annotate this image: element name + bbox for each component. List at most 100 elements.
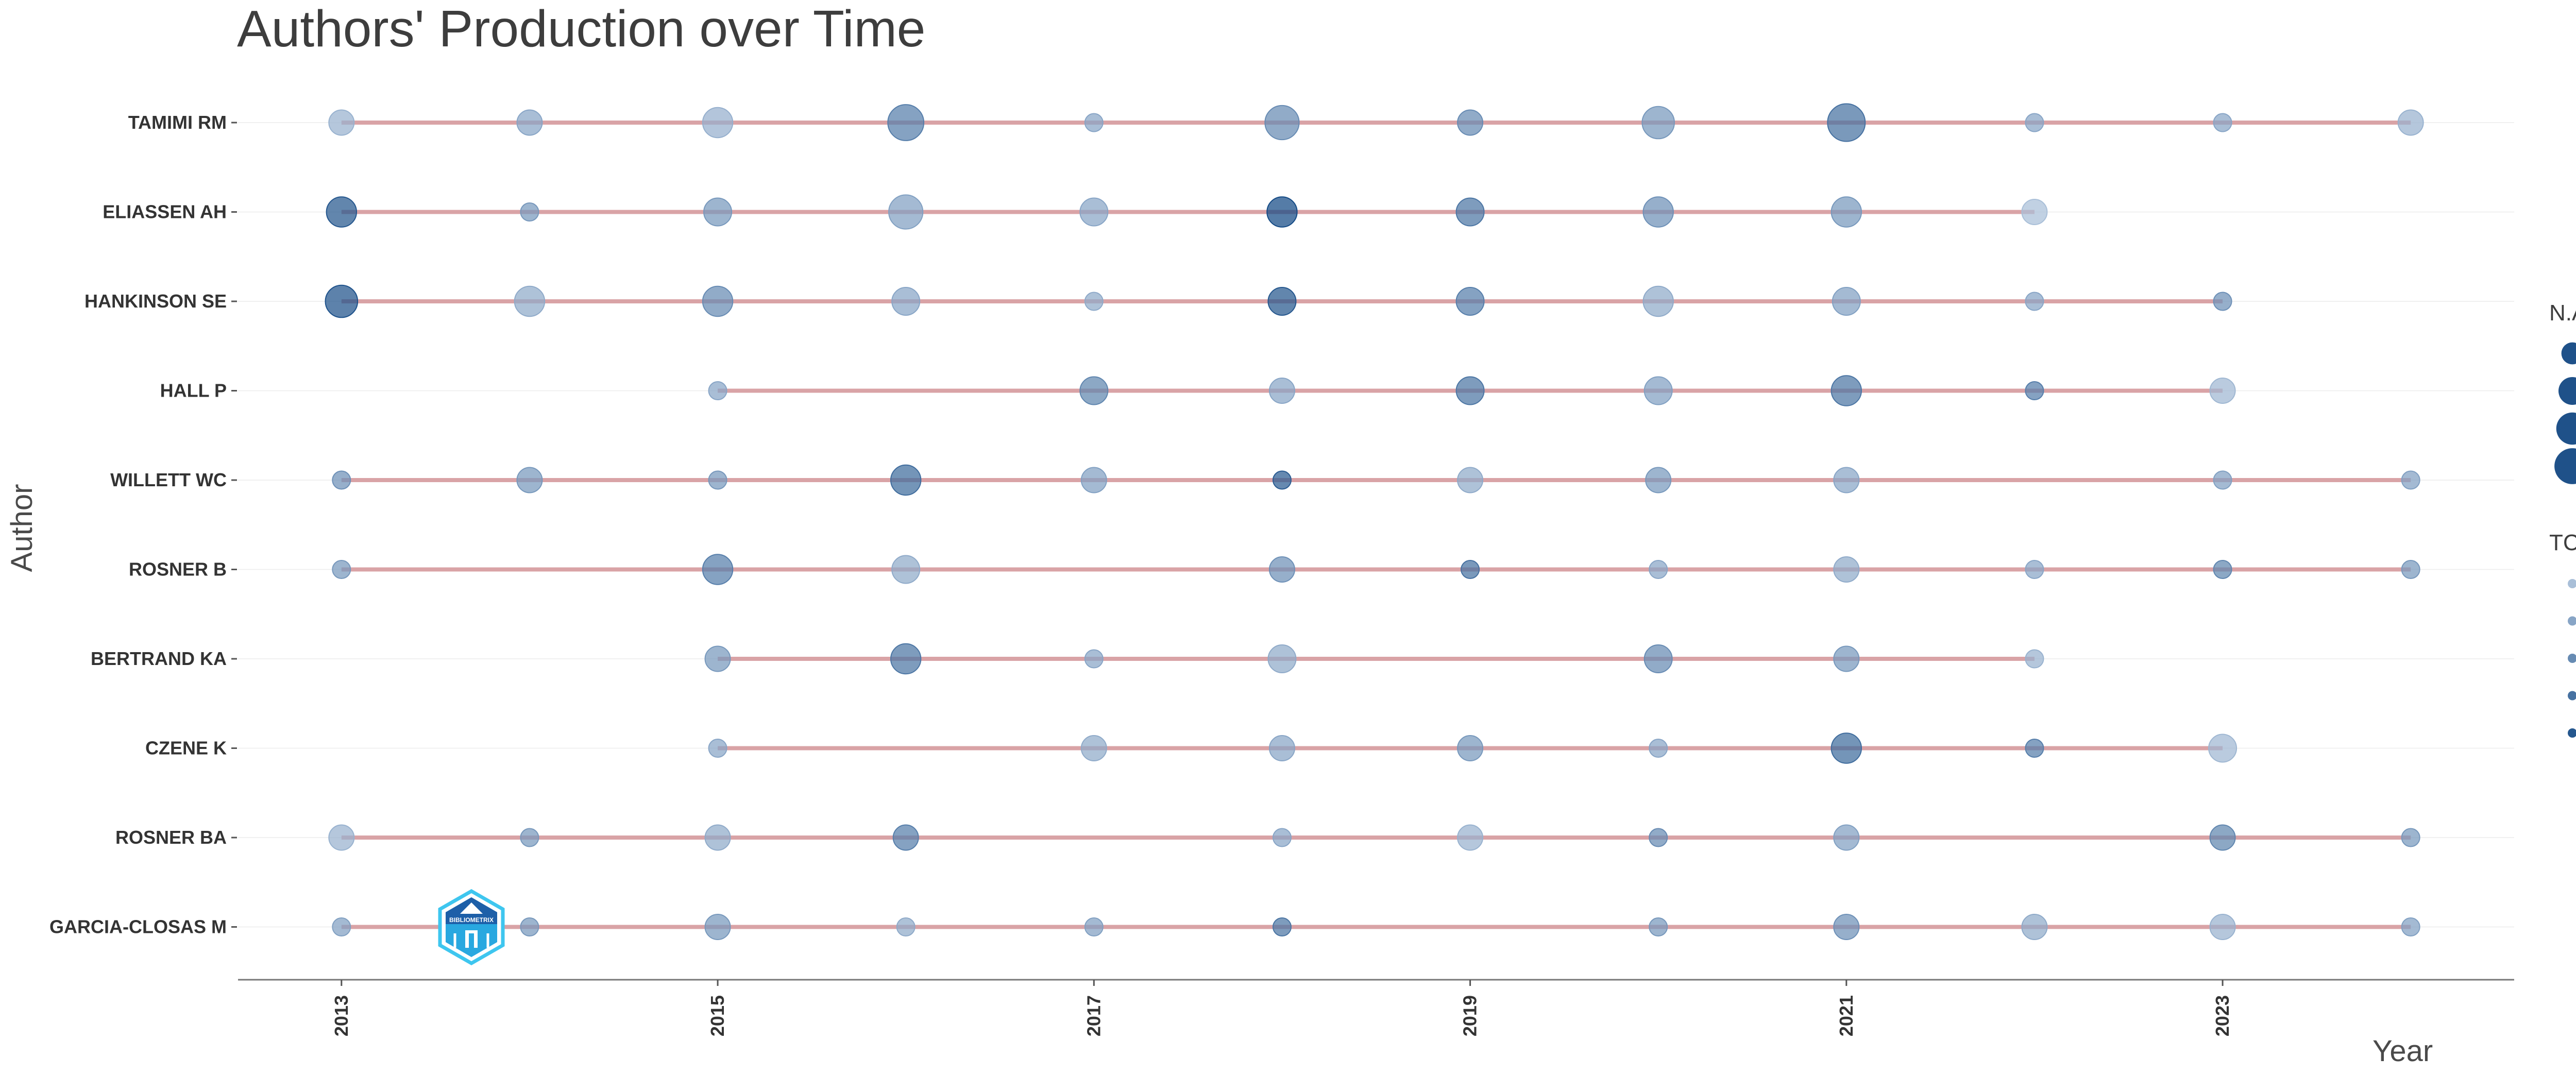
x-axis: 2013 2015 2017 2019 2021 2023: [238, 979, 2514, 1036]
data-point: [1832, 287, 1861, 316]
x-tick-label: 2021: [1836, 995, 1857, 1036]
data-point: [1833, 914, 1860, 940]
data-point: [514, 285, 546, 317]
data-point: [1649, 560, 1668, 579]
data-point: [2208, 734, 2238, 763]
data-point: [708, 470, 727, 490]
data-point: [2025, 292, 2044, 311]
data-point: [1084, 113, 1104, 132]
data-point: [890, 643, 922, 675]
data-point: [704, 914, 731, 940]
legend-size-swatch: [2558, 377, 2576, 405]
data-point: [1833, 645, 1860, 672]
data-point: [1455, 287, 1485, 316]
data-point: [325, 284, 359, 318]
x-tick-label: 2013: [331, 995, 352, 1036]
data-point: [2401, 917, 2420, 936]
data-point: [1084, 917, 1104, 936]
data-point: [704, 645, 731, 672]
data-point: [2401, 828, 2420, 847]
data-point: [888, 194, 924, 230]
data-point: [1833, 556, 1860, 583]
data-point: [1084, 649, 1104, 669]
legend-color-swatch: [2568, 728, 2576, 738]
data-point: [1079, 197, 1109, 227]
data-point: [2401, 470, 2420, 490]
data-point: [516, 467, 543, 493]
data-point: [2025, 739, 2044, 758]
legend-color-swatch: [2568, 691, 2576, 701]
legend-color-items: 010203040: [2568, 579, 2576, 738]
data-point: [892, 824, 919, 851]
data-point: [1461, 560, 1480, 579]
data-point: [1831, 196, 1862, 228]
data-point: [328, 109, 355, 136]
author-label: TAMIMI RM: [128, 112, 227, 133]
author-timelines: [341, 121, 2411, 929]
logo-text: BIBLIOMETRIX: [449, 916, 494, 924]
data-point: [1080, 735, 1107, 761]
data-point: [1268, 556, 1295, 583]
data-point: [1264, 105, 1300, 141]
x-tick-label: 2023: [2212, 995, 2233, 1036]
author-label: CZENE K: [145, 738, 227, 759]
x-tick-label: 2017: [1083, 995, 1104, 1036]
legend-size-swatch: [2561, 342, 2576, 365]
data-point: [1268, 735, 1295, 761]
data-point: [1645, 467, 1672, 493]
data-point: [702, 107, 734, 139]
data-point: [1831, 732, 1862, 764]
legend-size-title: N.Articles: [2549, 300, 2576, 326]
author-label: WILLETT WC: [110, 469, 227, 490]
data-point: [1649, 917, 1668, 936]
data-point: [1833, 824, 1860, 851]
legend: N.Articles 2468 TC per Year 010203040: [2549, 300, 2576, 738]
data-point: [1831, 375, 1862, 406]
data-point: [708, 381, 727, 400]
data-point: [2025, 381, 2044, 400]
grid: [238, 122, 2514, 928]
author-label: ELIASSEN AH: [103, 201, 227, 223]
data-point: [2209, 378, 2236, 404]
legend-size-items: 2468: [2554, 342, 2576, 484]
data-point: [328, 824, 355, 851]
legend-color-title: TC per Year: [2549, 530, 2576, 555]
legend-size-swatch: [2556, 412, 2576, 445]
data-point: [1272, 828, 1292, 847]
data-point: [332, 560, 351, 579]
data-point: [896, 917, 916, 936]
data-point: [1084, 292, 1104, 311]
data-point: [1641, 106, 1675, 140]
legend-color-swatch: [2568, 616, 2576, 626]
data-point: [887, 104, 925, 141]
data-point: [708, 739, 727, 758]
data-point: [1827, 103, 1866, 142]
data-point: [2025, 560, 2044, 579]
data-point: [2401, 560, 2420, 579]
data-point: [2209, 824, 2236, 851]
data-point: [2213, 470, 2232, 490]
data-point: [1267, 644, 1297, 673]
data-point: [1457, 109, 1484, 136]
data-point: [1643, 644, 1673, 673]
data-point: [520, 917, 539, 936]
data-point: [1267, 287, 1297, 316]
author-label: GARCIA-CLOSAS M: [49, 916, 227, 937]
data-point: [520, 828, 539, 847]
data-point: [1642, 196, 1674, 228]
chart-title: Authors' Production over Time: [237, 0, 925, 58]
data-point: [2021, 199, 2048, 225]
data-point: [1080, 467, 1107, 493]
x-tick-label: 2015: [707, 995, 728, 1036]
data-point: [2025, 649, 2044, 669]
data-point: [1643, 376, 1673, 405]
data-point: [704, 824, 731, 851]
data-point: [702, 285, 734, 317]
data-point: [891, 555, 921, 584]
data-point: [1268, 378, 1295, 404]
data-point: [1079, 376, 1109, 405]
data-point: [1272, 470, 1292, 490]
x-axis-title: Year: [2372, 1034, 2433, 1068]
data-point: [1455, 197, 1485, 227]
